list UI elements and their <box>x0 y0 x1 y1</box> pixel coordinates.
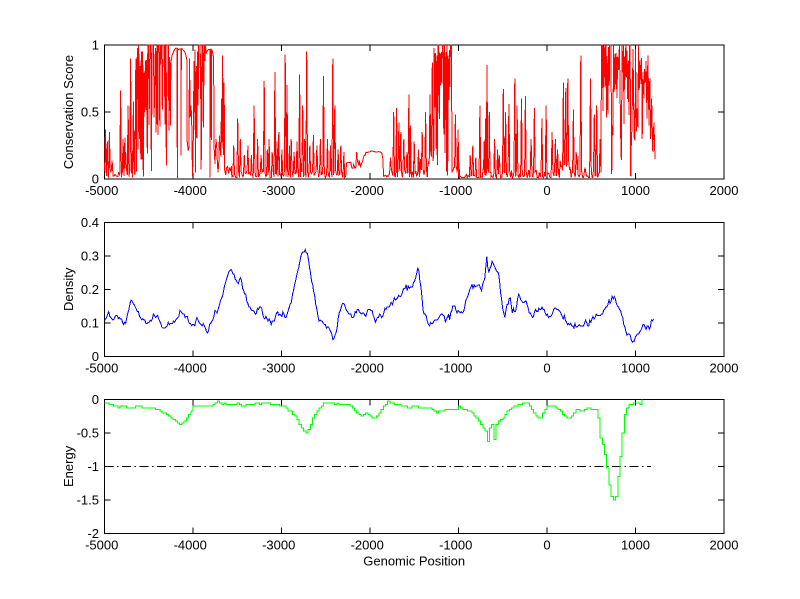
svg-text:1000: 1000 <box>621 537 650 552</box>
svg-text:-5000: -5000 <box>85 360 118 375</box>
svg-text:1: 1 <box>92 38 99 53</box>
svg-text:0: 0 <box>92 392 99 407</box>
svg-text:-3000: -3000 <box>262 360 295 375</box>
svg-text:2000: 2000 <box>710 360 739 375</box>
svg-text:-2000: -2000 <box>351 537 384 552</box>
svg-text:-1: -1 <box>87 459 99 474</box>
svg-text:0.5: 0.5 <box>81 105 99 120</box>
svg-text:0: 0 <box>543 360 550 375</box>
svg-text:0.1: 0.1 <box>81 315 99 330</box>
svg-text:-2: -2 <box>87 526 99 541</box>
svg-text:Conservation Score: Conservation Score <box>61 55 76 169</box>
svg-text:-1000: -1000 <box>439 537 472 552</box>
svg-text:-2000: -2000 <box>351 360 384 375</box>
svg-text:0.4: 0.4 <box>81 215 99 230</box>
svg-text:Genomic Position: Genomic Position <box>363 554 465 569</box>
svg-text:1000: 1000 <box>621 360 650 375</box>
svg-text:-5000: -5000 <box>85 537 118 552</box>
svg-text:-5000: -5000 <box>85 183 118 198</box>
svg-text:-4000: -4000 <box>174 360 207 375</box>
svg-text:-4000: -4000 <box>174 183 207 198</box>
svg-text:-3000: -3000 <box>262 183 295 198</box>
svg-text:1000: 1000 <box>621 183 650 198</box>
svg-text:-1000: -1000 <box>439 360 472 375</box>
svg-text:0: 0 <box>543 537 550 552</box>
svg-text:Energy: Energy <box>61 445 76 487</box>
svg-text:-0.5: -0.5 <box>77 425 99 440</box>
svg-text:0: 0 <box>543 183 550 198</box>
svg-text:-4000: -4000 <box>174 537 207 552</box>
svg-text:-1000: -1000 <box>439 183 472 198</box>
svg-text:-3000: -3000 <box>262 537 295 552</box>
svg-text:0.2: 0.2 <box>81 282 99 297</box>
svg-text:Density: Density <box>61 267 76 311</box>
svg-text:0.3: 0.3 <box>81 248 99 263</box>
svg-text:2000: 2000 <box>710 183 739 198</box>
svg-text:0: 0 <box>92 172 99 187</box>
svg-text:-2000: -2000 <box>351 183 384 198</box>
svg-text:2000: 2000 <box>710 537 739 552</box>
svg-text:-1.5: -1.5 <box>77 492 99 507</box>
svg-text:0: 0 <box>92 349 99 364</box>
